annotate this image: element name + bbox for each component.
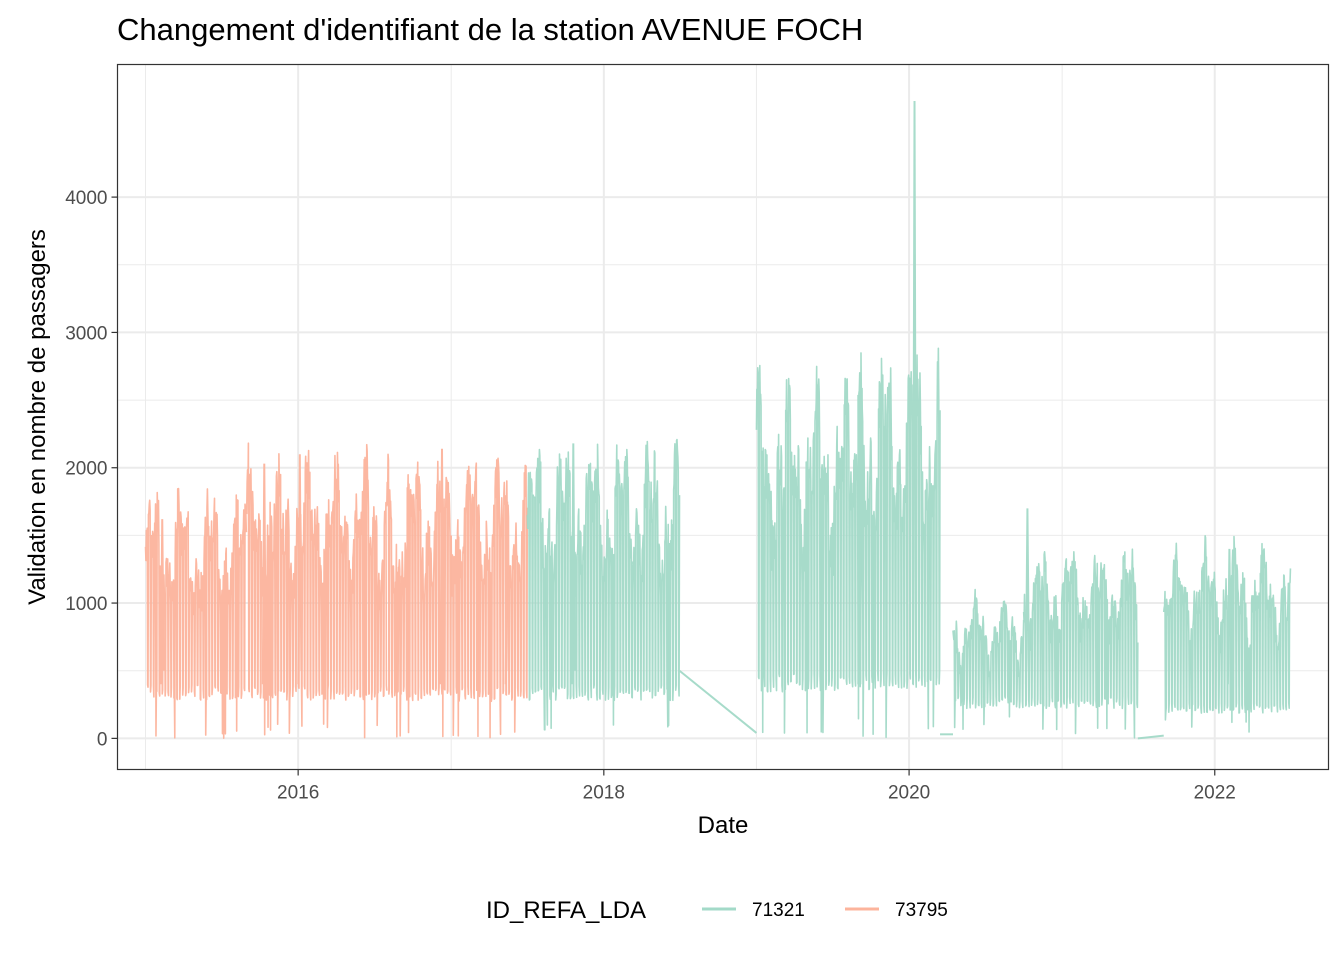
series-line-71321 bbox=[952, 588, 1025, 730]
series-line-71321 bbox=[1162, 534, 1292, 733]
chart-title: Changement d'identifiant de la station A… bbox=[117, 12, 863, 47]
series-spike-73795 bbox=[504, 501, 510, 685]
x-tick-label: 2018 bbox=[583, 783, 625, 804]
y-tick-label: 4000 bbox=[65, 188, 107, 209]
series-line-71321 bbox=[1022, 548, 1139, 739]
x-tick-label: 2016 bbox=[277, 783, 319, 804]
legend-label-73795: 73795 bbox=[895, 900, 948, 921]
series-spike-71321 bbox=[859, 387, 865, 685]
y-axis-title: Validation en nombre de passagers bbox=[24, 229, 51, 605]
y-tick-label: 1000 bbox=[65, 594, 107, 615]
series-71321 bbox=[526, 101, 1292, 740]
panel-border bbox=[116, 63, 1330, 771]
x-axis-title: Date bbox=[698, 812, 749, 839]
series-connector-71321 bbox=[678, 669, 758, 734]
series-line-73795 bbox=[144, 487, 248, 739]
series-spike-73795 bbox=[439, 448, 445, 685]
series-connector-71321 bbox=[1137, 734, 1164, 740]
axes: 0 1000 2000 3000 4000 2016 2018 2020 2022 bbox=[65, 188, 1236, 803]
legend-title: ID_REFA_LDA bbox=[486, 897, 646, 924]
x-tick-label: 2020 bbox=[888, 783, 930, 804]
series-spike-71321 bbox=[1024, 508, 1030, 685]
series-spike-73795 bbox=[297, 454, 303, 685]
legend-label-71321: 71321 bbox=[752, 900, 805, 921]
x-tick-label: 2022 bbox=[1194, 783, 1236, 804]
series-line-73795 bbox=[386, 453, 529, 739]
y-tick-label: 0 bbox=[97, 729, 108, 750]
series-line-71321 bbox=[526, 438, 681, 731]
series-line-73795 bbox=[245, 442, 388, 739]
series-73795 bbox=[144, 442, 529, 739]
series-spike-71321 bbox=[912, 101, 918, 685]
series-spike-73795 bbox=[261, 463, 267, 685]
series-layer bbox=[144, 101, 1292, 740]
series-spike-71321 bbox=[1226, 548, 1232, 685]
y-tick-label: 3000 bbox=[65, 323, 107, 344]
series-line-71321 bbox=[755, 364, 859, 734]
y-tick-label: 2000 bbox=[65, 459, 107, 480]
series-spike-73795 bbox=[159, 519, 165, 685]
series-spike-71321 bbox=[570, 443, 576, 685]
legend: ID_REFA_LDA 71321 73795 bbox=[486, 897, 948, 924]
series-line-71321 bbox=[857, 347, 941, 739]
